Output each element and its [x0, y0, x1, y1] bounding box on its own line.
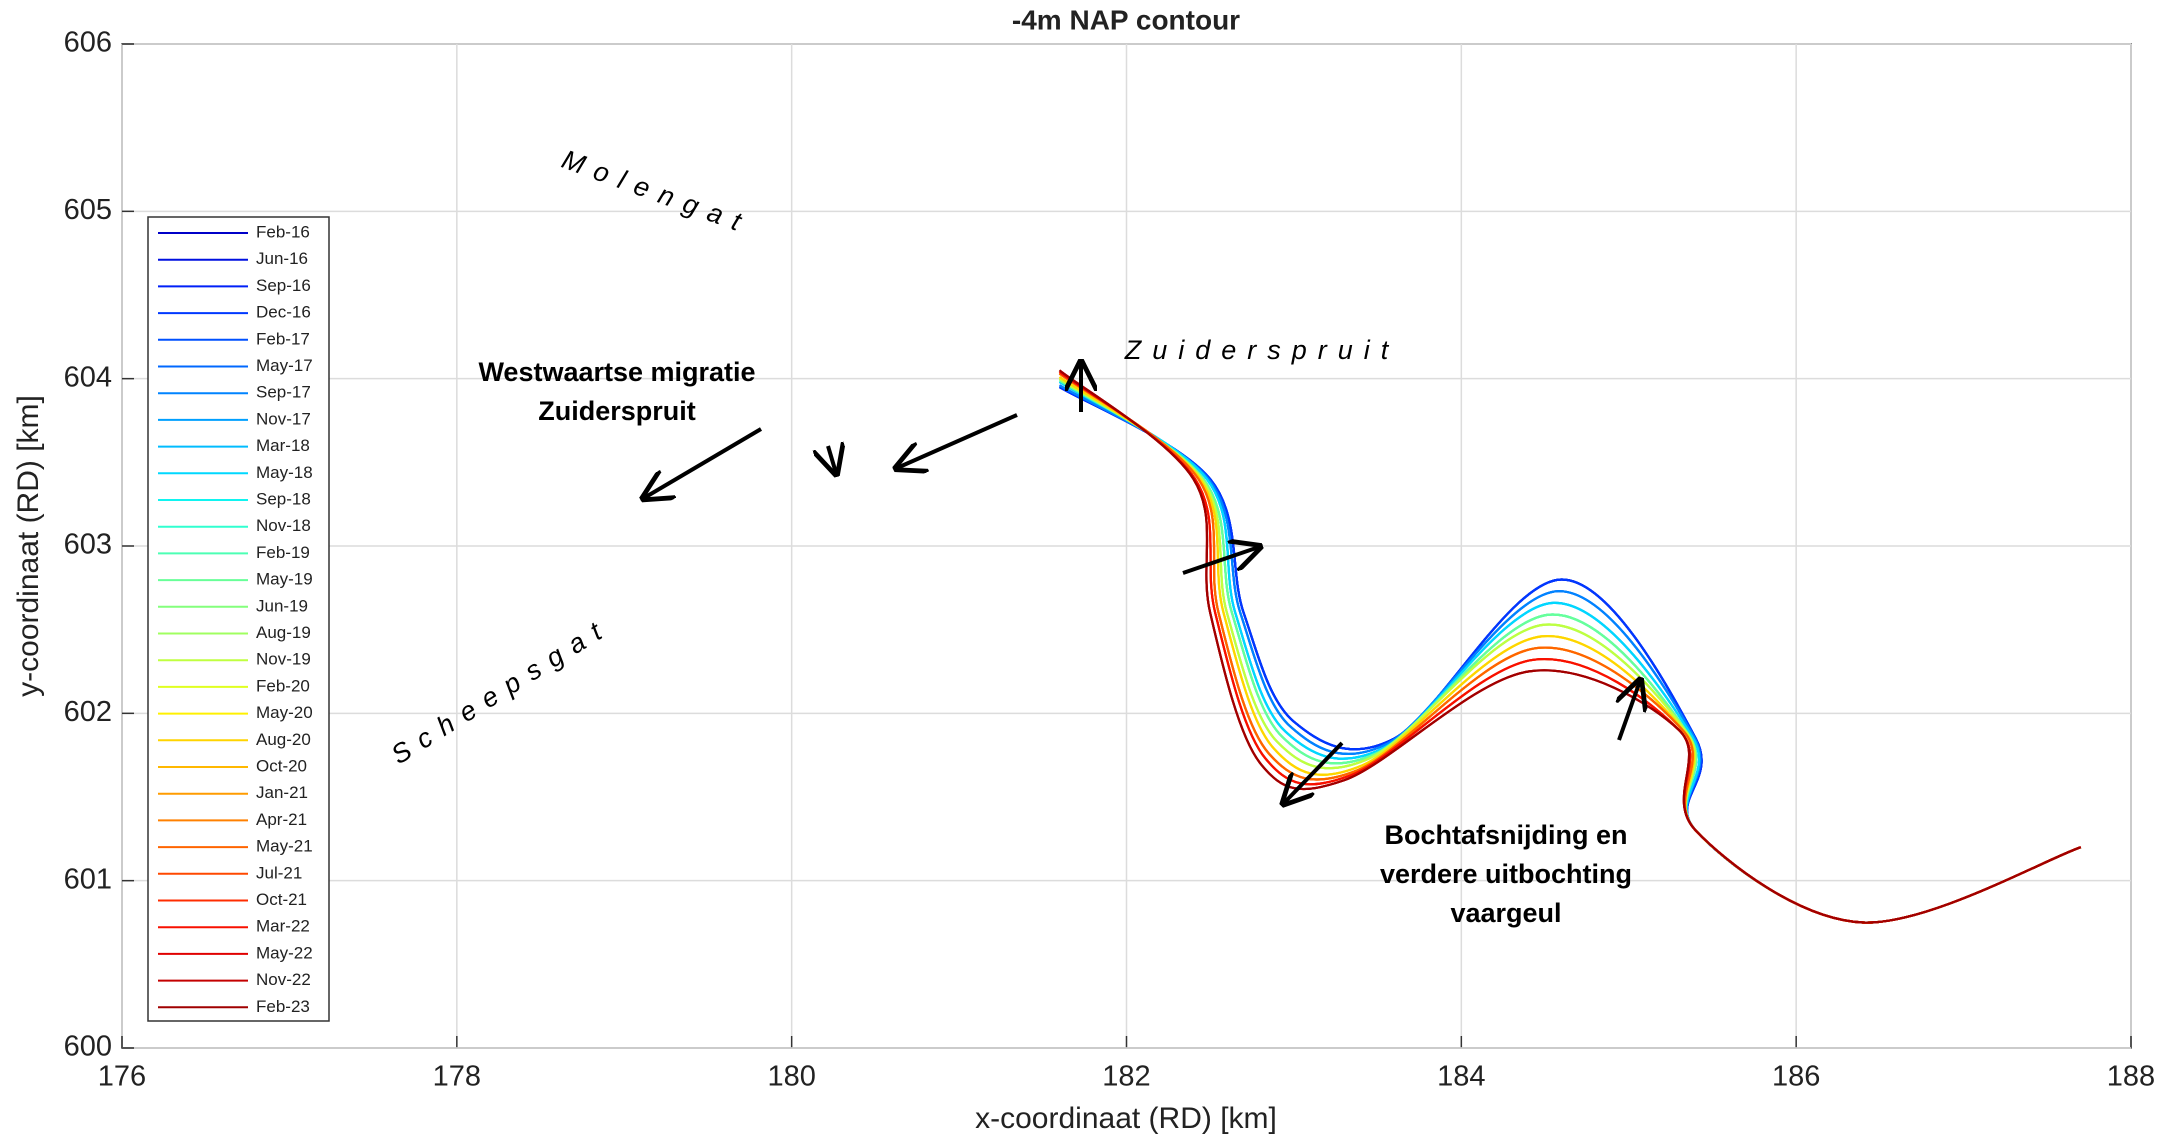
y-tick-label: 602	[64, 696, 112, 728]
contour-line	[1058, 369, 2082, 924]
arrow	[897, 413, 1018, 468]
arrow	[1284, 741, 1344, 803]
x-tick-label: 186	[1772, 1061, 1820, 1093]
legend-label: Oct-20	[256, 756, 307, 775]
legend-label: Nov-22	[256, 970, 311, 989]
legend-label: Feb-16	[256, 222, 310, 241]
x-tick-label: 184	[1437, 1061, 1485, 1093]
legend-label: Sep-16	[256, 276, 311, 295]
legend-label: Feb-20	[256, 676, 310, 695]
legend-label: Mar-22	[256, 917, 310, 936]
x-tick-label: 182	[1102, 1061, 1150, 1093]
chart-title: -4m NAP contour	[1012, 4, 1240, 35]
grid: 176 178 180 182 184 186 188 600 601 602 603 604 605 6…	[64, 27, 2156, 1093]
legend-label: May-21	[256, 837, 313, 856]
legend-label: Apr-21	[256, 810, 307, 829]
y-tick-label: 601	[64, 863, 112, 895]
legend-label: May-18	[256, 463, 313, 482]
legend-label: Nov-18	[256, 516, 311, 535]
annotation: Bochtafsnijding en	[1385, 820, 1628, 850]
legend-label: Feb-23	[256, 997, 310, 1016]
legend-label: Aug-20	[256, 730, 311, 749]
legend-label: Jun-19	[256, 596, 308, 615]
legend-label: Mar-18	[256, 436, 310, 455]
legend-label: Aug-19	[256, 623, 311, 642]
annotation: Westwaartse migratie	[478, 357, 755, 387]
y-tick-label: 600	[64, 1031, 112, 1063]
channel-label: Zuiderspruit	[1124, 335, 1400, 365]
legend-label: Dec-16	[256, 303, 311, 322]
x-axis-label: x-coordinaat (RD) [km]	[975, 1102, 1277, 1135]
legend-label: Feb-17	[256, 329, 310, 348]
annotation: verdere uitbochting	[1380, 859, 1632, 889]
legend-label: Sep-17	[256, 383, 311, 402]
legend-label: May-22	[256, 943, 313, 962]
x-tick-label: 178	[433, 1061, 481, 1093]
arrow	[1182, 547, 1259, 575]
y-tick-label: 606	[64, 27, 112, 59]
annotation: vaargeul	[1450, 898, 1561, 928]
x-tick-label: 180	[767, 1061, 815, 1093]
legend-label: May-19	[256, 570, 313, 589]
legend-box	[147, 216, 330, 1022]
arrows	[644, 363, 1640, 803]
legend-label: Jun-16	[256, 249, 308, 268]
legend-label: Jan-21	[256, 783, 308, 802]
y-tick-label: 604	[64, 361, 112, 393]
legend: Feb-16 Jun-16 Sep-16 Dec-16 Feb-17 May-17 Sep-…	[147, 216, 330, 1022]
legend-label: May-17	[256, 356, 313, 375]
legend-label: Jul-21	[256, 863, 302, 882]
legend-label: May-20	[256, 703, 313, 722]
arrow	[1619, 681, 1640, 741]
legend-label: Nov-19	[256, 650, 311, 669]
x-tick-label: 176	[98, 1061, 146, 1093]
y-tick-label: 605	[64, 194, 112, 226]
legend-label: Nov-17	[256, 409, 311, 428]
arrow	[644, 427, 763, 498]
y-tick-label: 603	[64, 529, 112, 561]
annotation: Zuiderspruit	[538, 396, 696, 426]
arrow	[828, 446, 836, 473]
legend-label: Feb-19	[256, 543, 310, 562]
legend-label: Sep-18	[256, 489, 311, 508]
legend-label: Oct-21	[256, 890, 307, 909]
x-tick-label: 188	[2107, 1061, 2155, 1093]
y-axis-label: y-coordinaat (RD) [km]	[12, 395, 45, 697]
